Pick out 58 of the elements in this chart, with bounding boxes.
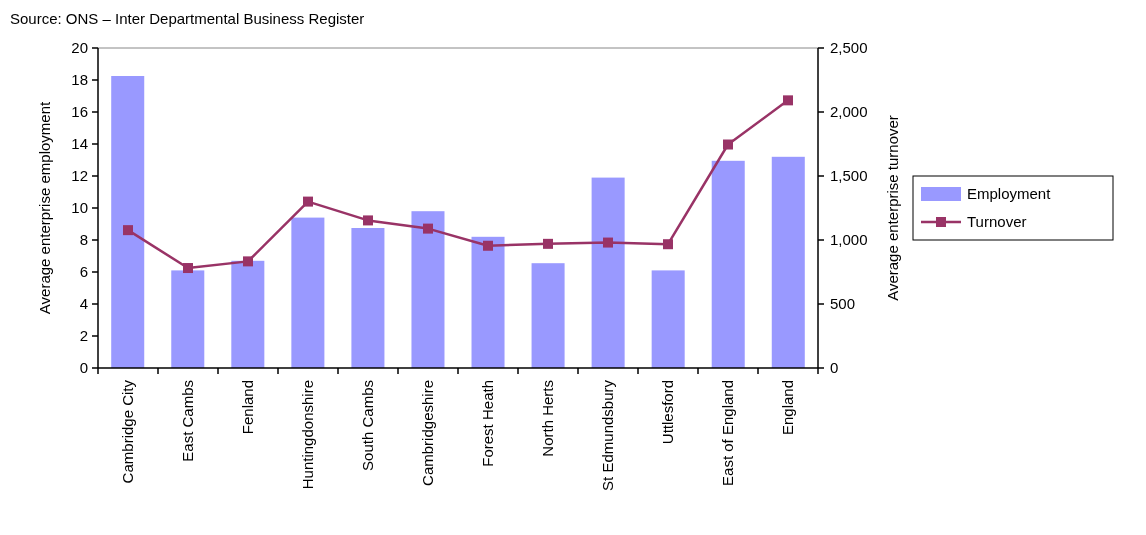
legend-label: Turnover (967, 213, 1027, 231)
bar (111, 76, 145, 368)
x-tick-label: North Herts (539, 380, 557, 457)
point (783, 95, 793, 106)
x-tick-label: East of England (719, 380, 737, 486)
x-tick-label: Uttlesford (659, 380, 677, 445)
point (183, 263, 193, 274)
y-tick-label: 14 (71, 135, 88, 153)
x-tick-label: Cambridgeshire (419, 380, 437, 486)
y2-axis-title: Average enterprise turnover (884, 115, 901, 301)
x-tick-label: St Edmundsbury (599, 379, 617, 491)
bar (711, 160, 745, 368)
y2-tick-label: 1,500 (830, 167, 868, 185)
bar (471, 236, 505, 368)
y2-tick-label: 2,500 (830, 39, 868, 57)
bar (411, 211, 445, 368)
source-note: Source: ONS – Inter Departmental Business Register (10, 10, 365, 27)
bar (591, 177, 625, 368)
bar (531, 263, 565, 368)
point (423, 223, 433, 234)
y2-tick-label: 2,000 (830, 103, 868, 121)
x-tick-label: Forest Heath (479, 380, 497, 467)
y-tick-label: 4 (79, 295, 88, 313)
x-tick-label: Cambridge City (119, 379, 137, 484)
y-tick-label: 8 (79, 231, 88, 249)
point (723, 139, 733, 150)
point (663, 239, 673, 250)
y-tick-label: 2 (79, 327, 88, 345)
point (543, 238, 553, 249)
point (603, 237, 613, 248)
bar (171, 270, 205, 368)
legend-label: Employment (967, 185, 1052, 203)
bar (291, 217, 325, 368)
x-tick-label: England (779, 380, 797, 436)
y-tick-label: 16 (71, 103, 88, 121)
point (303, 196, 313, 207)
x-tick-label: East Cambs (179, 380, 197, 462)
y-tick-label: 10 (71, 199, 88, 217)
bar (651, 270, 685, 368)
bar (771, 156, 805, 368)
point (363, 215, 373, 226)
bar (351, 228, 385, 368)
y-tick-label: 18 (71, 71, 88, 89)
y2-tick-label: 0 (830, 359, 839, 377)
y-axis-title: Average enterprise employment (36, 101, 53, 315)
x-tick-label: Huntingdonshire (299, 380, 317, 490)
x-tick-label: South Cambs (359, 380, 377, 471)
point (123, 225, 133, 236)
y-tick-label: 12 (71, 167, 88, 185)
y-tick-label: 0 (79, 359, 88, 377)
point (243, 256, 253, 267)
y2-tick-label: 500 (830, 295, 856, 313)
bar (231, 260, 265, 368)
x-tick-label: Fenland (239, 380, 257, 435)
point (483, 240, 493, 251)
y-tick-label: 20 (71, 39, 88, 57)
y2-tick-label: 1,000 (830, 231, 868, 249)
y-tick-label: 6 (79, 263, 88, 281)
